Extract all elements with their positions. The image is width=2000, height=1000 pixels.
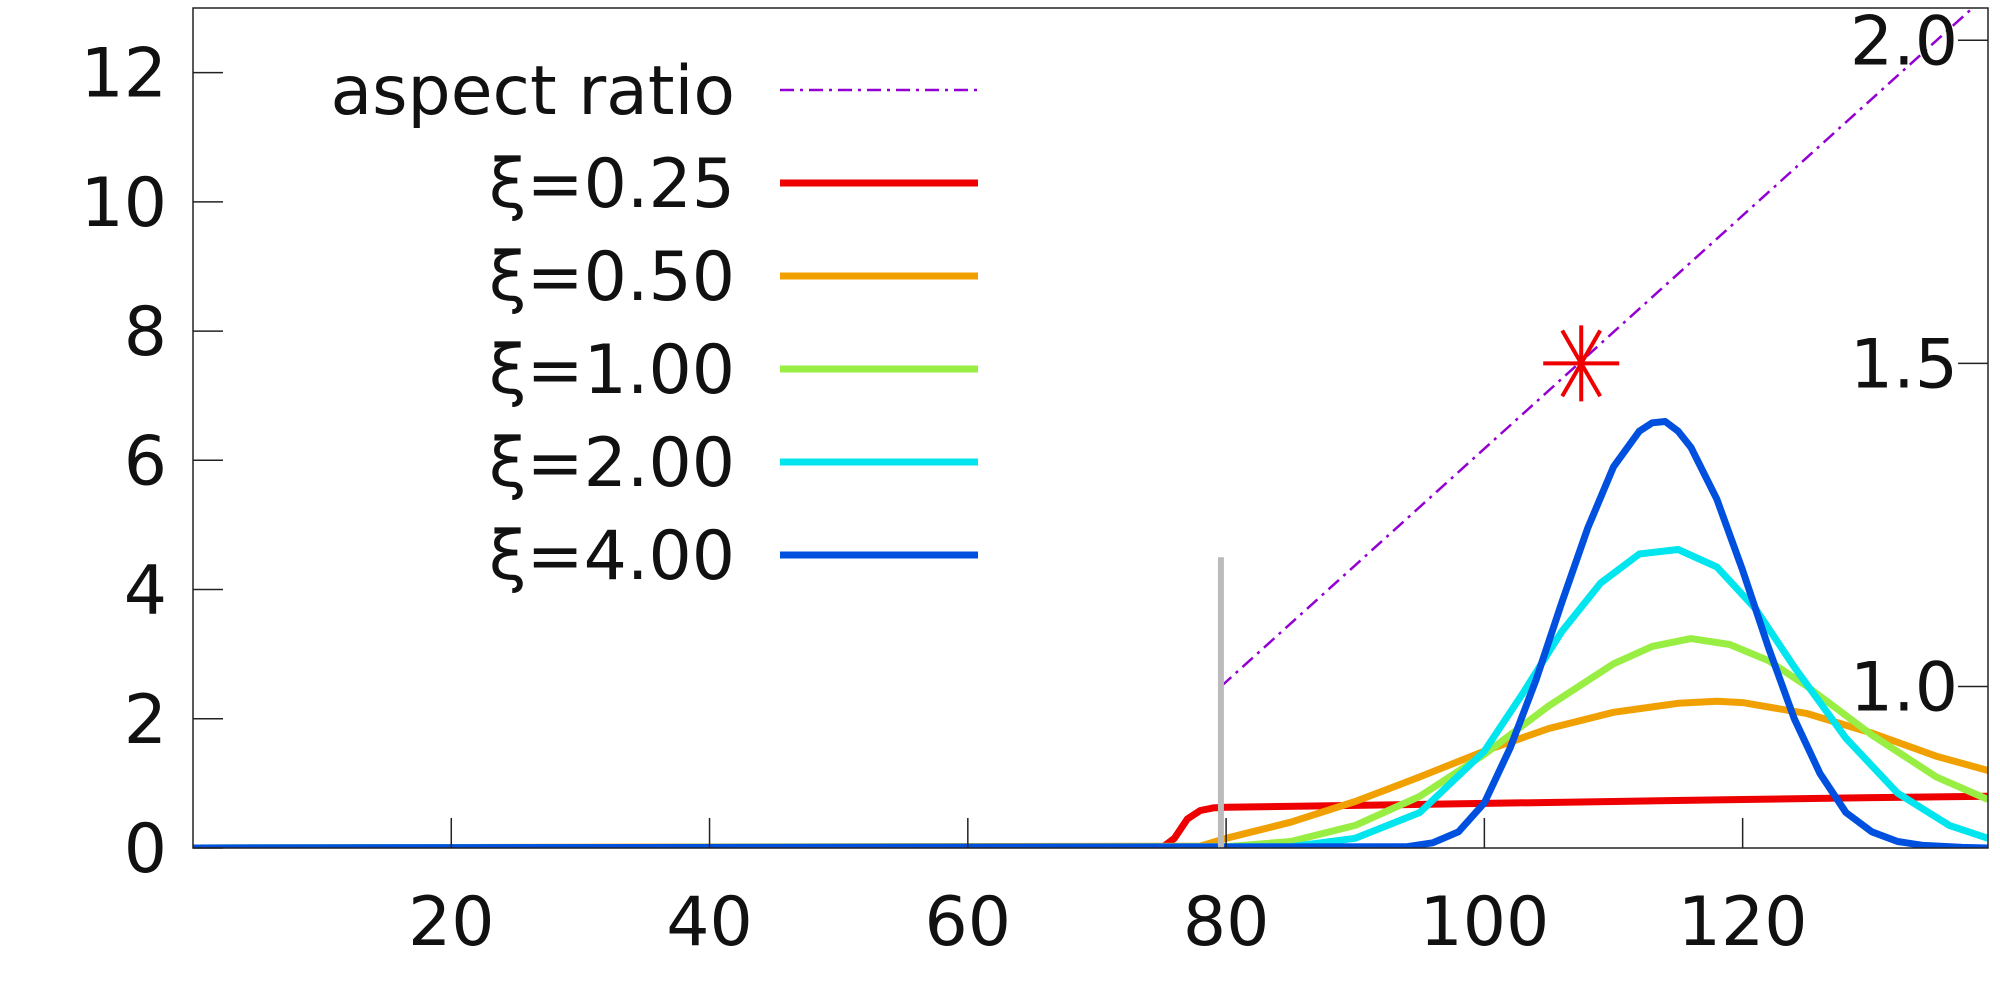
axes: 20 40 60 80 100 120 0 2 4 6 8 10 12 1.0 1.5 2.0 (80, 2, 1988, 962)
y-tick-label-2: 2 (124, 681, 167, 760)
y-tick-label-10: 10 (80, 164, 167, 243)
y2-tick-label-1-5: 1.5 (1850, 325, 1958, 404)
legend: aspect ratio ξ=0.25 ξ=0.50 ξ=1.00 ξ=2.00 ξ=4.… (330, 52, 978, 596)
legend-label-xi-1-00: ξ=1.00 (489, 331, 735, 410)
x-tick-label-60: 60 (925, 883, 1012, 962)
y2-tick-label-2-0: 2.0 (1850, 2, 1958, 81)
legend-label-xi-0-50: ξ=0.50 (489, 238, 735, 317)
y-tick-label-0: 0 (124, 810, 167, 889)
y-tick-label-4: 4 (124, 552, 167, 631)
series-lines (193, 8, 1988, 848)
x-tick-label-80: 80 (1183, 883, 1270, 962)
series-line-xi-0-25 (193, 792, 1988, 848)
x-tick-label-40: 40 (666, 883, 753, 962)
x-tick-label-120: 120 (1678, 883, 1808, 962)
series-line-xi-1-00 (193, 635, 1988, 848)
y-tick-label-12: 12 (80, 35, 167, 114)
series-line-xi-0-50 (193, 697, 1988, 848)
asterisk-marker (1543, 325, 1620, 402)
x-tick-label-100: 100 (1419, 883, 1549, 962)
series-line-xi-4-00 (193, 418, 1988, 848)
legend-label-aspect-ratio: aspect ratio (330, 52, 735, 131)
plot-frame (192, 7, 1989, 849)
y-tick-label-6: 6 (124, 422, 167, 501)
x-tick-label-20: 20 (408, 883, 495, 962)
series-line-xi-2-00 (193, 546, 1988, 848)
series-line-aspect-ratio (1220, 8, 1974, 688)
annotations (1217, 325, 1620, 848)
legend-label-xi-2-00: ξ=2.00 (489, 424, 735, 503)
legend-label-xi-4-00: ξ=4.00 (489, 517, 735, 596)
legend-label-xi-0-25: ξ=0.25 (489, 145, 735, 224)
y-tick-label-8: 8 (124, 293, 167, 372)
y2-tick-label-1-0: 1.0 (1850, 648, 1958, 727)
